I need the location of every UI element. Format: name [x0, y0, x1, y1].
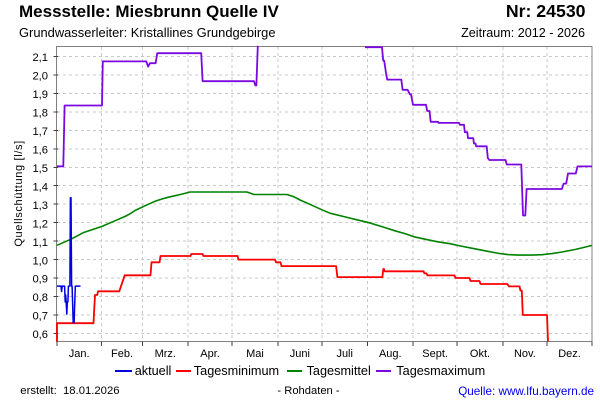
svg-text:Aug.: Aug. [379, 348, 402, 360]
svg-text:Feb.: Feb. [111, 348, 133, 360]
svg-text:1,7: 1,7 [32, 126, 48, 138]
svg-text:2,1: 2,1 [32, 52, 48, 64]
svg-text:1,9: 1,9 [32, 89, 48, 101]
svg-text:1,0: 1,0 [32, 255, 48, 267]
svg-text:Juni: Juni [290, 348, 310, 360]
svg-text:0,9: 0,9 [32, 274, 48, 286]
svg-text:Quellschüttung [l/s]: Quellschüttung [l/s] [13, 140, 25, 247]
svg-text:Mrz.: Mrz. [155, 348, 176, 360]
svg-text:Apr.: Apr. [200, 348, 220, 360]
svg-text:2,0: 2,0 [32, 71, 48, 83]
svg-text:Mai: Mai [246, 348, 264, 360]
svg-text:Nov.: Nov. [514, 348, 536, 360]
svg-text:1,4: 1,4 [32, 181, 48, 193]
svg-text:Jan.: Jan. [69, 348, 90, 360]
svg-text:0,7: 0,7 [32, 311, 48, 323]
svg-text:1,5: 1,5 [32, 163, 48, 175]
svg-text:1,2: 1,2 [32, 218, 48, 230]
svg-text:0,8: 0,8 [32, 292, 48, 304]
svg-text:0,6: 0,6 [32, 329, 48, 341]
svg-text:1,8: 1,8 [32, 108, 48, 120]
svg-text:1,3: 1,3 [32, 200, 48, 212]
svg-text:1,6: 1,6 [32, 145, 48, 157]
svg-text:1,1: 1,1 [32, 237, 48, 249]
svg-text:Juli: Juli [336, 348, 353, 360]
svg-text:Okt.: Okt. [470, 348, 490, 360]
svg-text:Dez.: Dez. [558, 348, 581, 360]
svg-text:Sept.: Sept. [422, 348, 448, 360]
